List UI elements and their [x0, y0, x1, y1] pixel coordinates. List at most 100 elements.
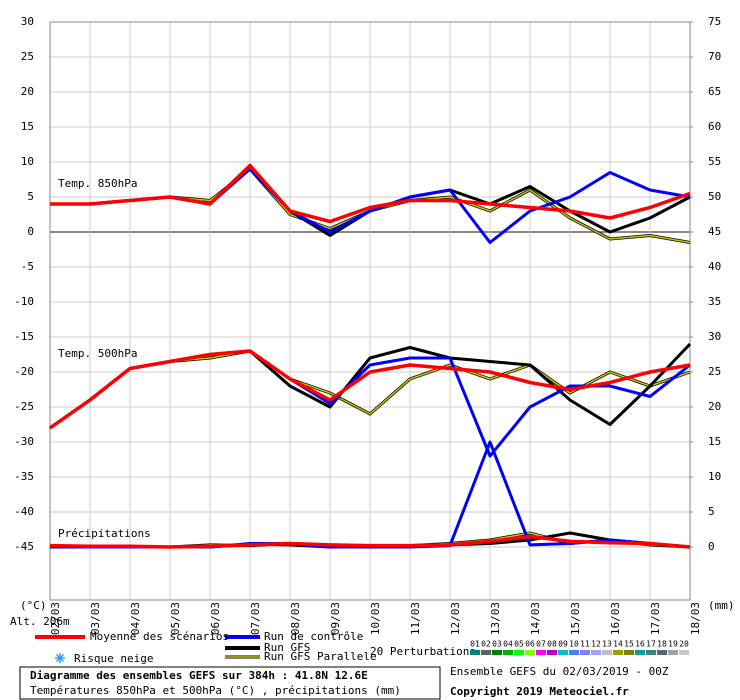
y2-tick-label: 10	[708, 470, 721, 483]
perturbation-swatch	[547, 650, 557, 655]
y-tick-label: -15	[14, 330, 34, 343]
x-tick-label: 04/03	[129, 602, 142, 635]
variable-label: Temp. 500hPa	[58, 347, 137, 360]
perturbation-swatch	[646, 650, 656, 655]
y2-tick-label: 70	[708, 50, 721, 63]
x-tick-label: 13/03	[489, 602, 502, 635]
perturbation-number: 12	[591, 640, 601, 649]
perturbation-swatch	[536, 650, 546, 655]
perturbation-swatch	[635, 650, 645, 655]
perturbation-number: 16	[635, 640, 645, 649]
variable-label: Temp. 850hPa	[58, 177, 137, 190]
perturbation-swatch	[492, 650, 502, 655]
perturbation-swatch	[679, 650, 689, 655]
x-tick-label: 02/03	[49, 602, 62, 635]
y2-tick-label: 65	[708, 85, 721, 98]
perturbation-swatch	[657, 650, 667, 655]
series-line	[50, 163, 691, 224]
x-tick-label: 11/03	[409, 602, 422, 635]
y-tick-label: 5	[27, 190, 34, 203]
x-tick-label: 14/03	[529, 602, 542, 635]
y2-tick-label: 5	[708, 505, 715, 518]
y-tick-label: -45	[14, 540, 34, 553]
y-tick-label: -40	[14, 505, 34, 518]
perturbation-number: 01	[470, 640, 480, 649]
perturbation-swatch	[668, 650, 678, 655]
legend-label: Moyenne des scénarios	[90, 630, 229, 643]
perturbation-number: 17	[646, 640, 656, 649]
y2-tick-label: 15	[708, 435, 721, 448]
perturbation-swatch	[613, 650, 623, 655]
y2-tick-label: 30	[708, 330, 721, 343]
x-tick-label: 17/03	[649, 602, 662, 635]
perturbation-swatch	[569, 650, 579, 655]
run-info: Ensemble GEFS du 02/03/2019 - 00Z	[450, 665, 669, 678]
perturbation-swatch	[514, 650, 524, 655]
y2-tick-label: 40	[708, 260, 721, 273]
perturbation-swatch	[503, 650, 513, 655]
series-line	[49, 534, 691, 549]
snow-icon	[55, 653, 65, 663]
perturbation-swatch	[470, 650, 480, 655]
y2-tick-label: 20	[708, 400, 721, 413]
perturbation-swatch	[558, 650, 568, 655]
perturbation-number: 02	[481, 640, 491, 649]
perturbation-number: 10	[569, 640, 579, 649]
x-tick-label: 08/03	[289, 602, 302, 635]
y-tick-label: 30	[21, 15, 34, 28]
title-box	[19, 666, 441, 700]
perturbation-number: 09	[558, 640, 568, 649]
perturbation-swatch	[525, 650, 535, 655]
perturbation-swatch	[624, 650, 634, 655]
perturbation-number: 06	[525, 640, 535, 649]
perturbation-number: 13	[602, 640, 612, 649]
y-tick-label: 20	[21, 85, 34, 98]
x-tick-label: 18/03	[689, 602, 702, 635]
y2-tick-label: 45	[708, 225, 721, 238]
perturbation-number: 07	[536, 640, 546, 649]
y-tick-label: 0	[27, 225, 34, 238]
series-line	[48, 349, 691, 430]
y-tick-label: -30	[14, 435, 34, 448]
perturbations-label: 20 Perturbations	[370, 645, 476, 658]
y2-tick-label: 55	[708, 155, 721, 168]
y2-tick-label: 75	[708, 15, 721, 28]
legend-label: Run GFS	[264, 641, 310, 654]
chart-title: Diagramme des ensembles GEFS sur 384h : …	[30, 669, 368, 682]
y2-unit: (mm)	[708, 599, 735, 612]
x-tick-label: 16/03	[609, 602, 622, 635]
x-tick-label: 03/03	[89, 602, 102, 635]
y2-tick-label: 25	[708, 365, 721, 378]
y2-tick-label: 60	[708, 120, 721, 133]
legend-label: Run de contrôle	[264, 630, 363, 643]
perturbation-swatch	[481, 650, 491, 655]
perturbation-number: 05	[514, 640, 524, 649]
chart-subtitle: Températures 850hPa et 500hPa (°C) , pré…	[30, 684, 401, 697]
x-tick-label: 07/03	[249, 602, 262, 635]
perturbation-swatch	[580, 650, 590, 655]
perturbation-number: 18	[657, 640, 667, 649]
y-tick-label: -25	[14, 400, 34, 413]
y-tick-label: -5	[21, 260, 34, 273]
snow-label: Risque neige	[74, 652, 153, 665]
perturbation-number: 08	[547, 640, 557, 649]
altitude: Alt. 206m	[10, 615, 70, 628]
perturbation-number: 04	[503, 640, 513, 649]
perturbation-number: 03	[492, 640, 502, 649]
variable-label: Précipitations	[58, 527, 151, 540]
y-tick-label: 10	[21, 155, 34, 168]
copyright: Copyright 2019 Meteociel.fr	[450, 685, 629, 698]
x-tick-label: 09/03	[329, 602, 342, 635]
perturbation-number: 19	[668, 640, 678, 649]
perturbation-number: 14	[613, 640, 623, 649]
perturbation-number: 15	[624, 640, 634, 649]
y-tick-label: 15	[21, 120, 34, 133]
y-unit: (°C)	[20, 599, 47, 612]
perturbation-swatch	[591, 650, 601, 655]
x-tick-label: 10/03	[369, 602, 382, 635]
perturbation-swatch	[602, 650, 612, 655]
y2-tick-label: 35	[708, 295, 721, 308]
x-tick-label: 06/03	[209, 602, 222, 635]
perturbation-number: 20	[679, 640, 689, 649]
perturbation-number: 11	[580, 640, 590, 649]
